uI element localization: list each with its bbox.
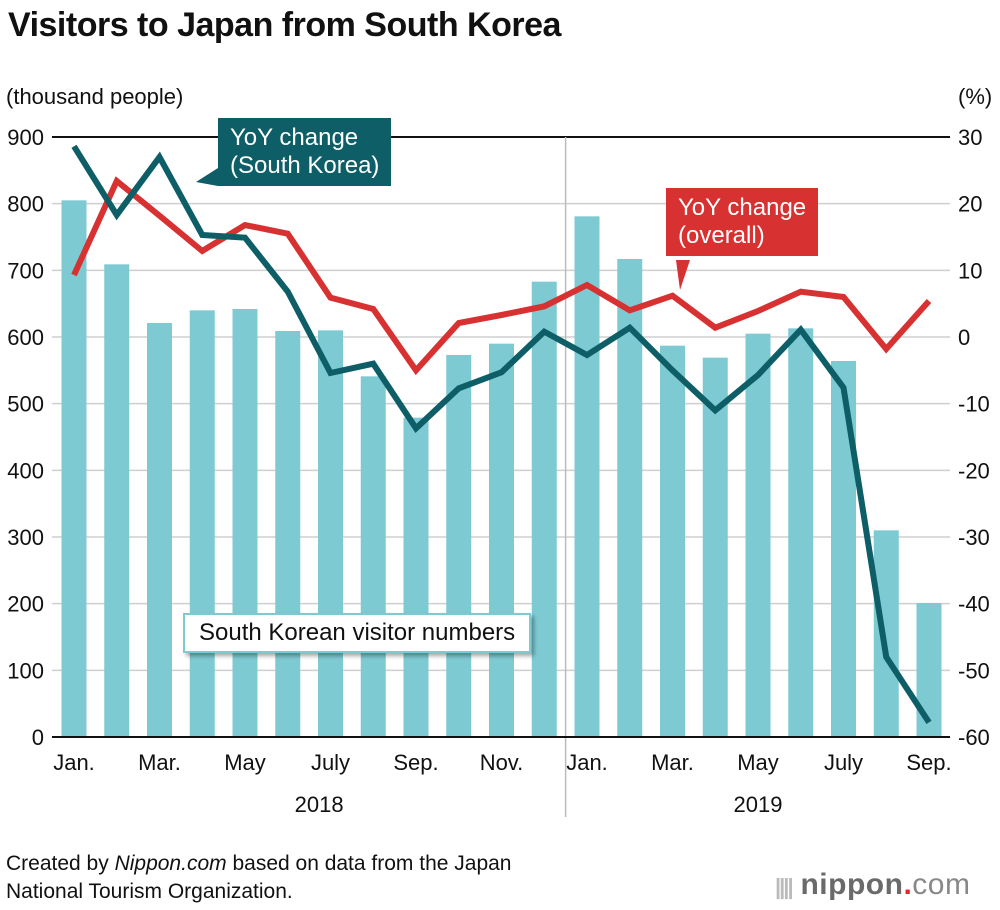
bar [831,361,856,737]
bar [318,330,343,737]
bar [360,376,386,737]
x-tick-label: May [224,750,266,775]
bar [873,530,899,737]
credit-prefix: Created by [6,852,115,875]
annotation-korea-line2: (South Korea) [230,152,380,179]
bar [147,323,172,737]
right-tick-label: 10 [958,258,982,283]
year-label: 2019 [734,792,783,817]
right-tick-label: 0 [958,325,970,350]
bar [702,357,728,737]
bar [788,328,814,737]
annotation-korea: YoY change (South Korea) [218,118,392,186]
bar [61,200,87,738]
bar [660,345,685,737]
x-tick-label: Jan. [53,750,95,775]
bar [446,355,472,737]
annotation-overall: YoY change (overall) [666,188,819,256]
annotation-overall-pointer [676,260,690,290]
credit-line2: National Tourism Organization. [6,880,293,903]
right-tick-label: 30 [958,125,982,150]
bar [531,281,557,737]
x-tick-label: Mar. [138,750,181,775]
logo-name: nippon [800,868,904,901]
right-tick-label: -60 [958,725,990,750]
bar [232,309,258,737]
right-tick-label: -40 [958,592,990,617]
left-tick-label: 200 [7,592,44,617]
logo-wave-icon: |||| [775,874,794,899]
x-tick-label: Jan. [566,750,608,775]
bar [403,417,429,737]
annotation-korea-line1: YoY change [230,124,359,151]
logo-dot: . [903,868,913,901]
line-series-korea [71,144,932,724]
left-tick-label: 900 [7,125,44,150]
left-axis-label: (thousand people) [6,84,184,109]
left-tick-label: 600 [7,325,44,350]
left-tick-label: 500 [7,392,44,417]
annotation-bars: South Korean visitor numbers [183,613,532,653]
annotation-overall-line1: YoY change [678,194,807,221]
right-tick-label: -10 [958,392,990,417]
x-tick-label: Mar. [651,750,694,775]
x-tick-label: May [737,750,779,775]
x-tick-label: Sep. [393,750,438,775]
nippon-logo: |||| nippon.com [775,868,970,902]
right-axis-label: (%) [958,84,993,109]
left-tick-label: 300 [7,525,44,550]
year-label: 2018 [295,792,344,817]
bar [189,310,215,737]
right-tick-label: -30 [958,525,990,550]
x-tick-label: Nov. [480,750,524,775]
bar [745,333,771,737]
annotation-overall-line2: (overall) [678,222,765,249]
annotation-korea-pointer [196,168,218,186]
logo-com: com [912,868,971,901]
chart-title: Visitors to Japan from South Korea [8,6,561,44]
right-tick-label: -50 [958,658,990,683]
right-tick-label: 20 [958,192,982,217]
left-tick-label: 100 [7,658,44,683]
right-tick-label: -20 [958,458,990,483]
x-tick-label: Sep. [906,750,951,775]
credit-suffix: based on data from the Japan [226,852,512,875]
bar [489,343,514,737]
left-tick-label: 800 [7,192,44,217]
credit-source: Nippon.com [114,852,227,875]
left-tick-label: 400 [7,458,44,483]
left-tick-label: 0 [32,725,44,750]
left-tick-label: 700 [7,258,44,283]
bar [104,264,130,737]
bar [574,216,600,738]
bar [275,331,301,737]
credit: Created by Nippon.com based on data from… [6,850,512,906]
line-series-overall [71,176,932,376]
x-tick-label: July [311,750,350,775]
x-tick-label: July [824,750,863,775]
